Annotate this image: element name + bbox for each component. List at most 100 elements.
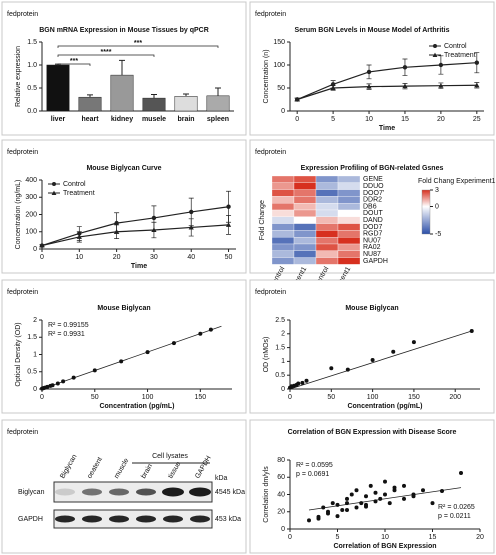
point [373,499,378,504]
y-tick-label: 1.5 [27,334,37,341]
heatmap-cell [293,182,317,190]
blot-membrane [53,509,213,529]
point [45,384,50,389]
heatmap-cell [337,237,361,245]
point [392,485,397,490]
row-label: RA02 [363,244,381,251]
point [50,383,55,388]
legend-label: Control [63,181,86,188]
heatmap-cell [337,216,361,224]
bar [110,74,134,112]
y-tick-label: 2.5 [275,317,285,324]
point [340,508,345,513]
y-axis-label: Relative expression [15,46,22,107]
x-tick-label: 40 [187,254,195,261]
point [440,489,444,494]
y-tick-label: 1 [281,358,285,365]
heatmap-cell [293,237,317,245]
trendline [289,330,472,390]
point [119,359,124,364]
heatmap-cell [337,230,361,238]
legend-marker [432,52,438,57]
heatmap-cell [271,243,295,251]
bar [46,64,70,112]
heatmap-cell [293,216,317,224]
row-label: GAPDH [18,516,43,523]
point [321,505,326,510]
heatmap-cell [315,203,339,211]
point [387,501,392,506]
x-tick-label: 0 [40,254,44,261]
heatmap-cell [293,257,317,265]
legend-marker [52,182,56,186]
x-tick-label: 50 [225,254,233,261]
y-axis-label: OD (nMOs) [263,337,270,373]
point [391,349,396,354]
row-label: DDR2 [363,197,382,204]
line [297,84,477,101]
point [198,331,203,336]
marker [366,84,372,89]
heatmap-cell [271,237,295,245]
y-tick-label: 400 [25,177,37,184]
chart-title: Expression Profiling of BGN-related Gsne… [301,165,444,172]
point [354,505,359,510]
x-axis-label: Concentration (pg/mL) [347,403,422,410]
point [354,488,359,493]
x-tick-label: 10 [381,534,389,541]
point [335,514,340,519]
marker [402,83,408,89]
marker [226,204,231,209]
heatmap-cell [271,209,295,217]
heatmap-cell [271,250,295,258]
marker [188,224,194,230]
x-tick-label: musele [142,116,166,123]
x-tick-label: 10 [75,254,83,261]
size-label: 4545 kDa [215,489,245,496]
point [171,341,176,346]
x-tick-label: 15 [429,534,437,541]
heatmap-cell [337,250,361,258]
x-tick-label: brain [177,116,194,123]
point [368,483,373,488]
marker [474,60,480,65]
y-tick-label: 100 [273,62,285,69]
row-label: GAPDH [363,258,388,265]
heatmap-cell [293,243,317,251]
point [326,511,330,516]
error-bar [87,94,93,98]
x-tick-label: 100 [142,394,154,401]
point [402,496,406,501]
point [296,381,301,386]
y-tick-label: 0.5 [27,369,37,376]
y-tick-label: 1.5 [27,39,37,46]
point [61,379,66,384]
y-tick-label: 1 [33,351,37,358]
annotation: p = 0.0211 [438,513,471,520]
y-tick-label: 1.5 [275,344,285,351]
logo: fedprotein [255,289,286,296]
heatmap-cell [315,182,339,190]
point [421,488,425,493]
heatmap-cell [293,203,317,211]
y-axis-label: Correlation dm/yls [263,466,270,523]
point [71,375,76,380]
y-tick-label: 1.0 [27,62,37,69]
heatmap-cell [293,223,317,231]
error-bar [215,87,221,96]
legend-marker [51,190,57,195]
logo: fedprotein [7,429,38,436]
heatmap-cell [337,243,361,251]
heatmap-cell [271,230,295,238]
point [300,380,305,385]
x-tick-label: 20 [476,534,484,541]
heatmap-cell [271,216,295,224]
x-tick-label: heart [81,116,99,123]
y-tick-label: 0.0 [27,108,37,115]
y-axis-label: Concentration (ng/mL) [15,180,22,250]
y-axis-label: Fold Change [259,200,266,240]
colorbar-tick-label: -5 [435,231,441,238]
point [345,496,349,501]
point [364,504,368,509]
